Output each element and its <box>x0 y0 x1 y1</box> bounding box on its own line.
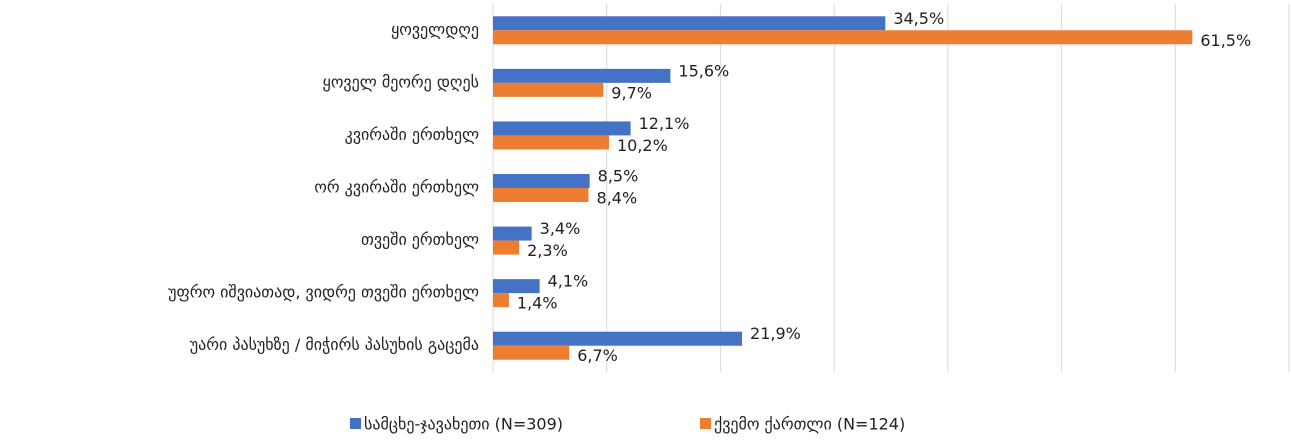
bar <box>493 82 604 97</box>
legend-label: სამცხე-ჯავახეთი (N=309) <box>364 415 563 434</box>
data-label: 8,5% <box>598 167 639 186</box>
bar <box>493 226 532 241</box>
bar <box>493 68 671 83</box>
y-tick-label: უარი პასუხზე / მიჭირს პასუხის გაცემა <box>190 335 479 354</box>
bar <box>493 174 590 188</box>
y-tick-label: თვეში ერთხელ <box>361 230 479 249</box>
data-label: 8,4% <box>597 189 638 208</box>
y-tick-label: კვირაში ერთხელ <box>345 125 479 144</box>
data-label: 4,1% <box>548 272 589 291</box>
legend-swatch <box>700 418 711 429</box>
data-label: 15,6% <box>678 61 729 80</box>
data-label: 1,4% <box>517 294 558 313</box>
y-tick-label: ორ კვირაში ერთხელ <box>314 178 479 197</box>
data-label: 10,2% <box>617 136 668 155</box>
legend-swatch <box>350 418 361 429</box>
data-label: 6,7% <box>577 346 618 365</box>
bar <box>493 345 570 360</box>
data-label: 21,9% <box>750 324 801 343</box>
legend-label: ქვემო ქართლი (N=124) <box>714 415 905 434</box>
y-tick-label: ყოველდღე <box>391 20 479 39</box>
data-label: 34,5% <box>893 9 944 28</box>
bar <box>493 293 509 308</box>
bar <box>493 188 589 202</box>
bar <box>493 279 540 294</box>
y-tick-label: უფრო იშვიათად, ვიდრე თვეში ერთხელ <box>168 283 479 302</box>
bar <box>493 16 886 31</box>
bar <box>493 30 1193 45</box>
bar <box>493 121 631 136</box>
data-label: 2,3% <box>527 241 568 260</box>
bar <box>493 135 609 150</box>
y-tick-label: ყოველ მეორე დღეს <box>323 72 479 91</box>
bar <box>493 240 520 255</box>
data-label: 3,4% <box>540 219 581 238</box>
data-label: 61,5% <box>1200 31 1251 50</box>
data-label: 12,1% <box>639 114 690 133</box>
bar <box>493 331 743 346</box>
data-label: 9,7% <box>611 83 652 102</box>
